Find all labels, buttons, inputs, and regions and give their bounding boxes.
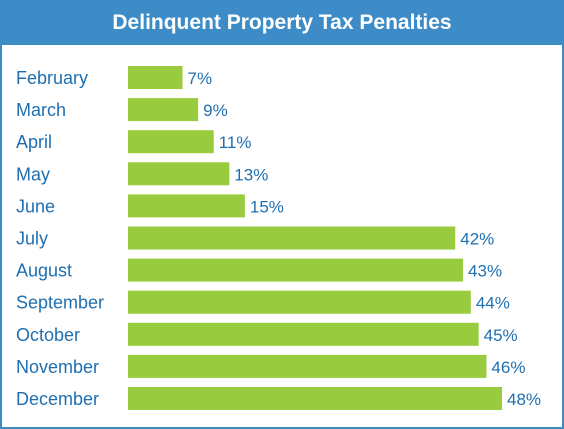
bar	[128, 226, 456, 250]
chart-header: Delinquent Property Tax Penalties	[2, 2, 562, 45]
value-label: 45%	[484, 326, 518, 345]
chart-title: Delinquent Property Tax Penalties	[112, 11, 452, 34]
category-label: April	[16, 132, 52, 152]
value-label: 48%	[507, 390, 541, 409]
bar	[128, 194, 245, 218]
category-label: December	[16, 389, 99, 409]
value-label: 7%	[188, 69, 213, 88]
value-label: 15%	[250, 197, 284, 216]
bar	[128, 66, 183, 89]
value-label: 9%	[203, 101, 228, 120]
value-label: 42%	[460, 230, 494, 249]
value-label: 44%	[476, 294, 510, 313]
value-label: 11%	[219, 133, 252, 152]
bar	[128, 130, 214, 154]
bar	[128, 322, 479, 346]
bar	[128, 290, 471, 314]
value-label: 43%	[468, 262, 502, 281]
category-label: June	[16, 196, 55, 216]
value-label: 13%	[234, 165, 268, 184]
category-label: September	[16, 293, 104, 313]
category-label: May	[16, 164, 50, 184]
bar	[128, 354, 487, 378]
category-label: March	[16, 100, 66, 120]
bar	[128, 98, 199, 122]
category-label: October	[16, 325, 80, 345]
value-label: 46%	[491, 358, 525, 377]
category-label: February	[16, 68, 88, 88]
category-label: August	[16, 261, 72, 281]
bar	[128, 258, 464, 282]
category-label: November	[16, 357, 99, 377]
bar	[128, 162, 230, 186]
bar	[128, 387, 502, 410]
category-label: July	[16, 229, 48, 249]
